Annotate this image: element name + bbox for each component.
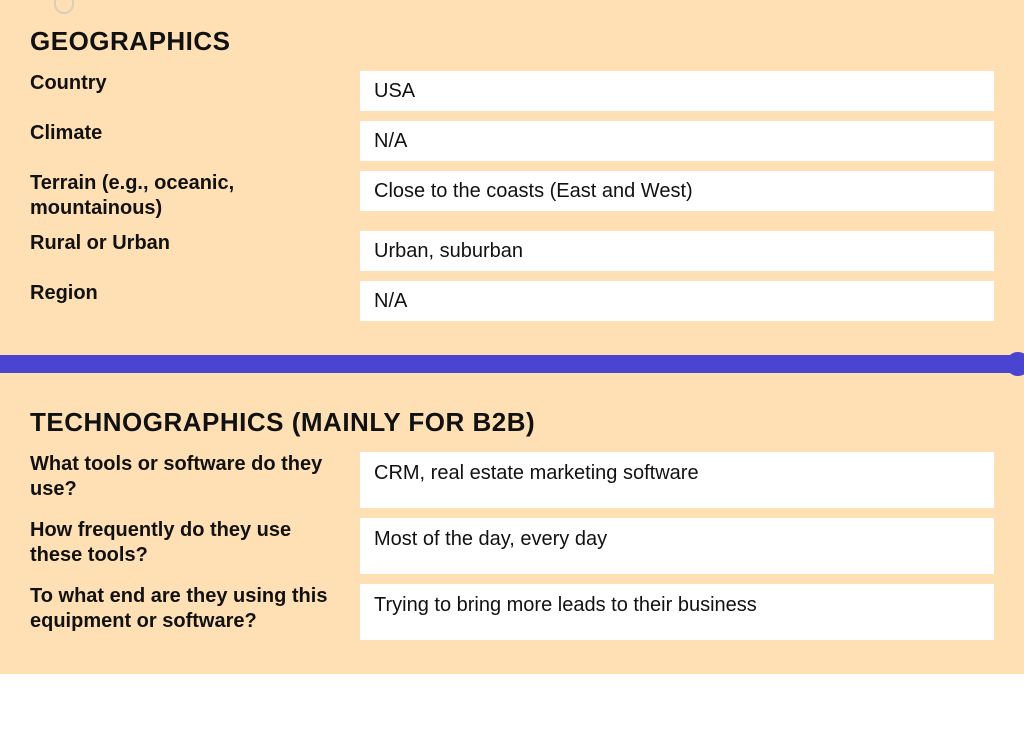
row-tools: What tools or software do they use? CRM,… [30, 452, 994, 508]
section-geographics: GEOGRAPHICS Country USA Climate N/A Terr… [0, 0, 1024, 355]
label-tools: What tools or software do they use? [30, 452, 360, 502]
value-frequency: Most of the day, every day [360, 518, 994, 574]
row-climate: Climate N/A [30, 121, 994, 161]
row-terrain: Terrain (e.g., oceanic, mountainous) Clo… [30, 171, 994, 221]
label-terrain: Terrain (e.g., oceanic, mountainous) [30, 171, 360, 221]
label-rural-urban: Rural or Urban [30, 231, 360, 256]
section-title-geographics: GEOGRAPHICS [30, 26, 994, 57]
label-country: Country [30, 71, 360, 96]
row-country: Country USA [30, 71, 994, 111]
value-rural-urban: Urban, suburban [360, 231, 994, 271]
value-terrain: Close to the coasts (East and West) [360, 171, 994, 211]
value-country: USA [360, 71, 994, 111]
persona-panel: GEOGRAPHICS Country USA Climate N/A Terr… [0, 0, 1024, 674]
section-title-technographics: TECHNOGRAPHICS (MAINLY FOR B2B) [30, 407, 994, 438]
row-frequency: How frequently do they use these tools? … [30, 518, 994, 574]
label-purpose: To what end are they using this equipmen… [30, 584, 360, 634]
value-purpose: Trying to bring more leads to their busi… [360, 584, 994, 640]
value-tools: CRM, real estate marketing software [360, 452, 994, 508]
section-technographics: TECHNOGRAPHICS (MAINLY FOR B2B) What too… [0, 373, 1024, 674]
value-region: N/A [360, 281, 994, 321]
label-climate: Climate [30, 121, 360, 146]
row-region: Region N/A [30, 281, 994, 321]
label-frequency: How frequently do they use these tools? [30, 518, 360, 568]
value-climate: N/A [360, 121, 994, 161]
section-divider [0, 355, 1024, 373]
row-purpose: To what end are they using this equipmen… [30, 584, 994, 640]
row-rural-urban: Rural or Urban Urban, suburban [30, 231, 994, 271]
label-region: Region [30, 281, 360, 306]
